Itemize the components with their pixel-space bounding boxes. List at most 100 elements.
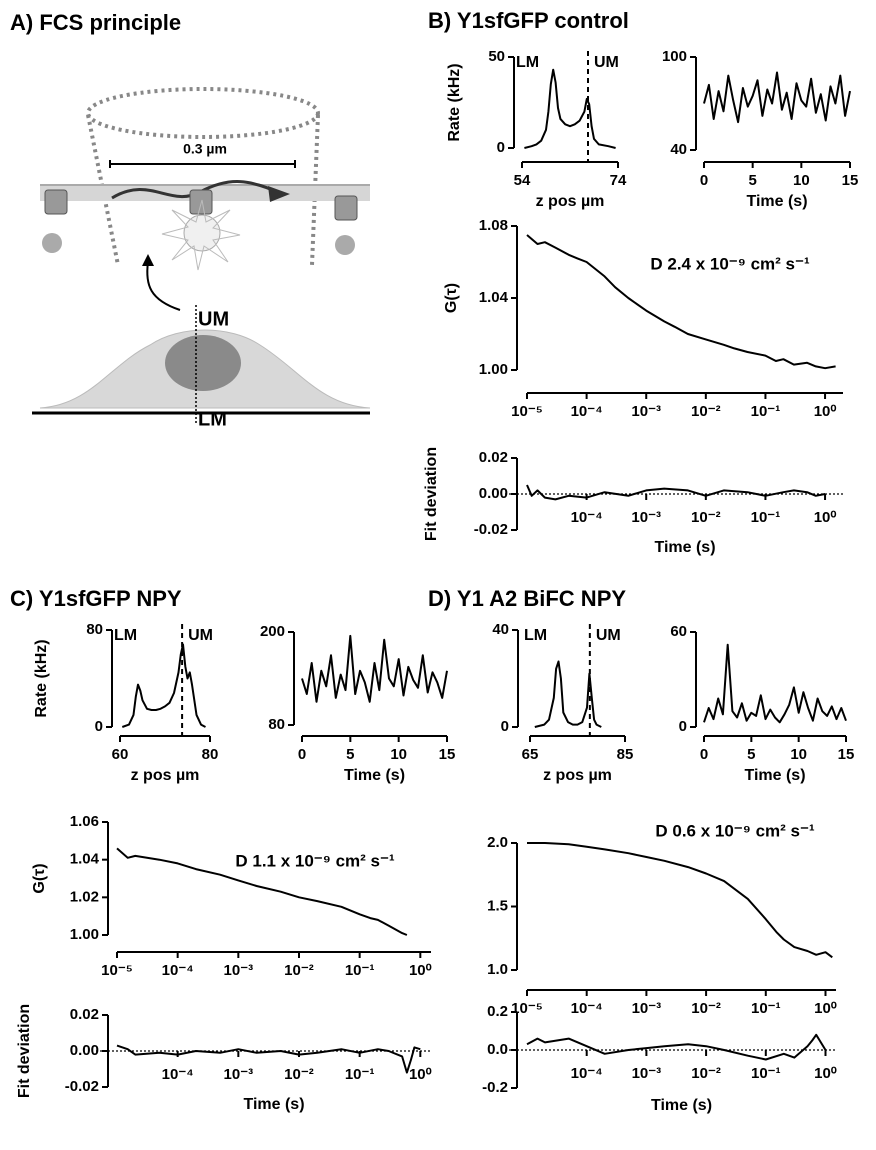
data-line — [121, 643, 206, 728]
x-tick-label: 54 — [514, 172, 531, 189]
y-tick-label: 1.5 — [487, 897, 508, 914]
y-tick-label: 40 — [670, 141, 687, 158]
x-axis-label: Time (s) — [746, 193, 807, 210]
x-tick-label: 10⁻³ — [632, 1000, 662, 1017]
y-tick-label: 50 — [488, 48, 505, 65]
x-tick-label: 10⁻³ — [224, 1066, 254, 1083]
y-axis-label: G(τ) — [443, 283, 460, 313]
membrane-label: UM — [596, 627, 621, 644]
y-tick-label: 80 — [86, 621, 103, 638]
y-tick-label: 40 — [492, 621, 509, 638]
y-tick-label: 1.04 — [479, 289, 509, 306]
y-tick-label: 0.02 — [70, 1006, 99, 1023]
x-tick-label: 10⁻² — [284, 962, 314, 979]
diffusion-annotation: D 2.4 x 10⁻⁹ cm² s⁻¹ — [650, 254, 810, 273]
data-line — [116, 1044, 421, 1074]
x-tick-label: 10⁻⁴ — [571, 403, 603, 420]
panel-title: D) Y1 A2 BiFC NPY — [428, 586, 626, 611]
fcs-diagram: 0.3 µm UM LM — [32, 87, 371, 430]
y-tick-label: 1.04 — [70, 851, 100, 868]
y-tick-label: 0.0 — [487, 1041, 508, 1058]
membrane-label: UM — [594, 54, 619, 71]
y-tick-label: 1.06 — [70, 813, 99, 830]
x-tick-label: 10⁰ — [409, 962, 432, 979]
x-tick-label: 10 — [390, 746, 407, 763]
x-tick-label: 10⁻¹ — [751, 403, 781, 420]
x-tick-label: 5 — [748, 172, 756, 189]
x-tick-label: 10⁻¹ — [751, 1000, 781, 1017]
y-tick-label: 1.02 — [70, 888, 99, 905]
x-tick-label: 10⁻² — [691, 403, 721, 420]
y-tick-label: 2.0 — [487, 834, 508, 851]
x-axis-label: Time (s) — [654, 539, 715, 556]
data-line — [301, 634, 448, 703]
x-tick-label: 10⁻² — [691, 1000, 721, 1017]
x-tick-label: 10⁻³ — [632, 1065, 662, 1082]
diffusion-annotation: D 0.6 x 10⁻⁹ cm² s⁻¹ — [655, 821, 815, 840]
x-axis-label: Time (s) — [243, 1096, 304, 1113]
data-line — [524, 68, 616, 149]
x-tick-label: 10⁻¹ — [345, 962, 375, 979]
x-tick-label: 15 — [842, 172, 859, 189]
x-tick-label: 80 — [202, 746, 219, 763]
y-tick-label: 1.08 — [479, 217, 508, 234]
y-tick-label: 1.0 — [487, 961, 508, 978]
y-tick-label: 0 — [501, 718, 509, 735]
y-tick-label: 0.2 — [487, 1003, 508, 1020]
x-tick-label: 5 — [747, 746, 755, 763]
membrane-label: LM — [516, 54, 539, 71]
membrane-label: UM — [188, 627, 213, 644]
x-tick-label: 10⁰ — [814, 509, 837, 526]
y-tick-label: 0.00 — [70, 1042, 99, 1059]
y-tick-label: 100 — [662, 48, 687, 65]
y-tick-label: -0.02 — [65, 1078, 99, 1095]
x-axis-label: z pos µm — [131, 767, 200, 784]
y-axis-label: Fit deviation — [16, 1004, 33, 1098]
x-tick-label: 0 — [700, 746, 708, 763]
diffusion-annotation: D 1.1 x 10⁻⁹ cm² s⁻¹ — [235, 851, 395, 870]
x-tick-label: 10⁻⁴ — [571, 509, 603, 526]
x-tick-label: 0 — [298, 746, 306, 763]
panel-title: A) FCS principle — [10, 10, 181, 35]
data-line — [526, 234, 836, 370]
x-tick-label: 10⁻¹ — [751, 1065, 781, 1082]
x-tick-label: 10⁻¹ — [345, 1066, 375, 1083]
x-tick-label: 5 — [346, 746, 354, 763]
data-line — [526, 484, 826, 501]
x-tick-label: 10⁻⁴ — [571, 1000, 603, 1017]
y-tick-label: 0 — [679, 718, 687, 735]
y-tick-label: 1.00 — [479, 361, 508, 378]
y-tick-label: -0.02 — [474, 521, 508, 538]
x-tick-label: 0 — [700, 172, 708, 189]
x-tick-label: 10⁻² — [691, 509, 721, 526]
x-axis-label: Time (s) — [744, 767, 805, 784]
um-label: UM — [198, 308, 229, 330]
membrane-label: LM — [114, 627, 137, 644]
y-axis-label: G(τ) — [31, 863, 48, 893]
panel-title: C) Y1sfGFP NPY — [10, 586, 182, 611]
membrane-label: LM — [524, 627, 547, 644]
x-tick-label: 10⁻² — [284, 1066, 314, 1083]
data-line — [526, 1033, 827, 1061]
x-axis-label: z pos µm — [536, 193, 605, 210]
x-tick-label: 10 — [793, 172, 810, 189]
x-tick-label: 85 — [617, 746, 634, 763]
data-line — [527, 842, 833, 959]
y-tick-label: 0 — [95, 718, 103, 735]
x-tick-label: 10⁻¹ — [751, 509, 781, 526]
y-tick-label: 1.00 — [70, 926, 99, 943]
data-line — [703, 643, 847, 724]
x-tick-label: 10⁰ — [814, 1000, 837, 1017]
x-axis-label: z pos µm — [543, 767, 612, 784]
x-tick-label: 10 — [790, 746, 807, 763]
x-tick-label: 15 — [838, 746, 855, 763]
y-tick-label: -0.2 — [482, 1079, 508, 1096]
x-tick-label: 10⁻⁴ — [571, 1065, 603, 1082]
y-axis-label: Fit deviation — [423, 447, 440, 541]
x-axis-label: Time (s) — [344, 767, 405, 784]
x-tick-label: 10⁻⁵ — [511, 1000, 543, 1017]
scale-label: 0.3 µm — [183, 141, 227, 157]
x-tick-label: 10⁻⁴ — [162, 962, 194, 979]
panel-title: B) Y1sfGFP control — [428, 8, 629, 33]
